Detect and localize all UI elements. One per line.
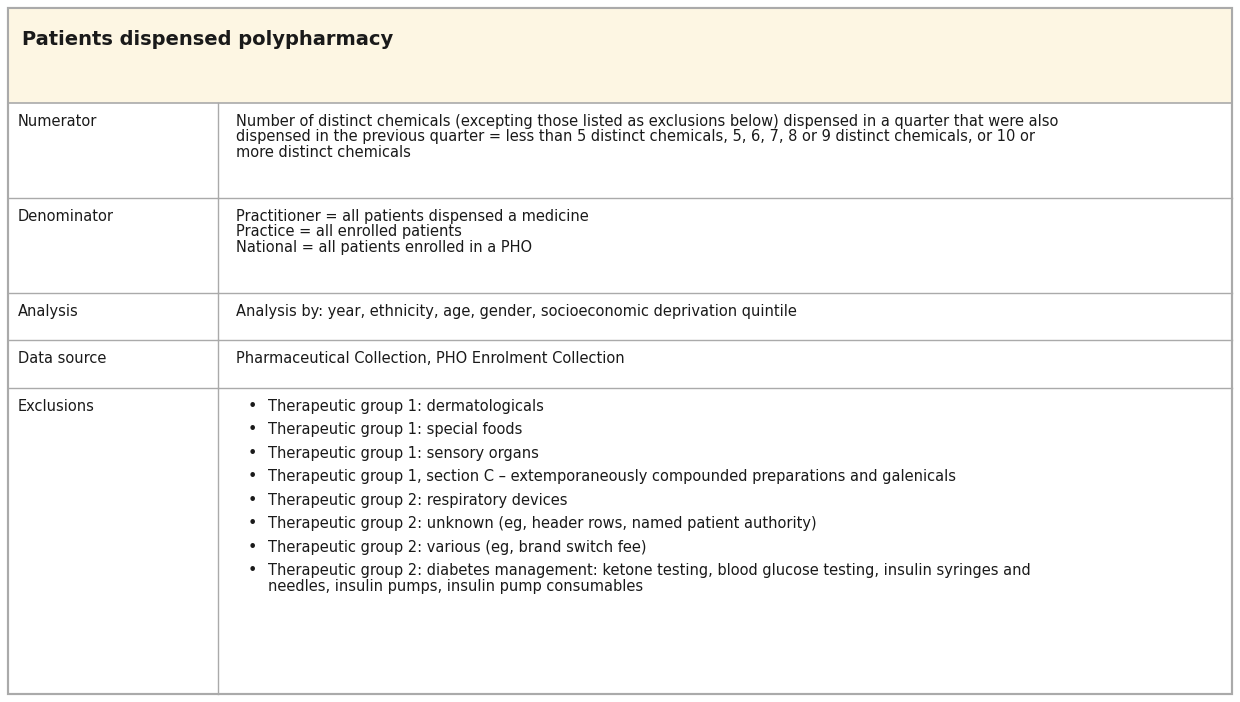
Text: Analysis: Analysis <box>19 304 79 319</box>
Text: Therapeutic group 1: sensory organs: Therapeutic group 1: sensory organs <box>268 446 539 461</box>
Text: Patients dispensed polypharmacy: Patients dispensed polypharmacy <box>22 30 393 49</box>
Text: Practice = all enrolled patients: Practice = all enrolled patients <box>236 225 461 239</box>
Text: Practitioner = all patients dispensed a medicine: Practitioner = all patients dispensed a … <box>236 209 589 224</box>
Text: •: • <box>248 399 258 414</box>
Text: Exclusions: Exclusions <box>19 399 95 414</box>
Text: Therapeutic group 1: special foods: Therapeutic group 1: special foods <box>268 423 522 437</box>
Text: more distinct chemicals: more distinct chemicals <box>236 145 410 160</box>
Text: dispensed in the previous quarter = less than 5 distinct chemicals, 5, 6, 7, 8 o: dispensed in the previous quarter = less… <box>236 129 1035 145</box>
Text: needles, insulin pumps, insulin pump consumables: needles, insulin pumps, insulin pump con… <box>268 579 644 594</box>
Text: Therapeutic group 2: diabetes management: ketone testing, blood glucose testing,: Therapeutic group 2: diabetes management… <box>268 564 1030 578</box>
Text: •: • <box>248 517 258 531</box>
Text: Therapeutic group 2: respiratory devices: Therapeutic group 2: respiratory devices <box>268 493 568 508</box>
Text: Analysis by: year, ethnicity, age, gender, socioeconomic deprivation quintile: Analysis by: year, ethnicity, age, gende… <box>236 304 797 319</box>
Text: Therapeutic group 1: dermatologicals: Therapeutic group 1: dermatologicals <box>268 399 544 414</box>
Text: Numerator: Numerator <box>19 114 98 129</box>
Text: Therapeutic group 1, section C – extemporaneously compounded preparations and ga: Therapeutic group 1, section C – extempo… <box>268 470 956 484</box>
Text: •: • <box>248 540 258 555</box>
Text: Denominator: Denominator <box>19 209 114 224</box>
Text: National = all patients enrolled in a PHO: National = all patients enrolled in a PH… <box>236 240 532 255</box>
Text: •: • <box>248 446 258 461</box>
Text: •: • <box>248 423 258 437</box>
Text: Data source: Data source <box>19 352 107 366</box>
Bar <box>7 8 1233 103</box>
Text: Pharmaceutical Collection, PHO Enrolment Collection: Pharmaceutical Collection, PHO Enrolment… <box>236 352 625 366</box>
Text: Number of distinct chemicals (excepting those listed as exclusions below) dispen: Number of distinct chemicals (excepting … <box>236 114 1059 129</box>
Text: •: • <box>248 564 258 578</box>
Text: Therapeutic group 2: various (eg, brand switch fee): Therapeutic group 2: various (eg, brand … <box>268 540 646 555</box>
Text: Therapeutic group 2: unknown (eg, header rows, named patient authority): Therapeutic group 2: unknown (eg, header… <box>268 517 817 531</box>
Text: •: • <box>248 470 258 484</box>
Text: •: • <box>248 493 258 508</box>
